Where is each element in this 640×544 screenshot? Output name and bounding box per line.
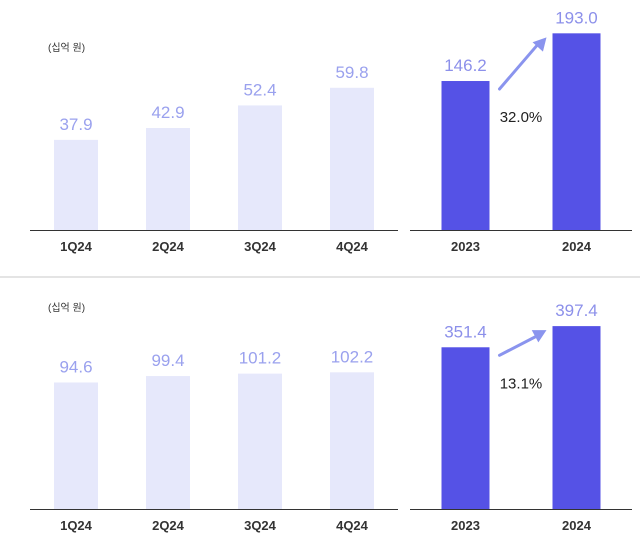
- tick-label-2024: 2024: [562, 518, 592, 533]
- bar-3Q24: [238, 373, 282, 509]
- value-label-2Q24: 42.9: [151, 103, 184, 122]
- bar-2Q24: [146, 376, 190, 509]
- bar-2023: [441, 81, 490, 231]
- chart-1: (십억 원) 37.9 1Q24 42.9 2Q24 52.4 3Q24 59.8 4Q24: [30, 42, 398, 254]
- tick-label-2024: 2024: [562, 239, 592, 254]
- growth-arrow: [498, 332, 542, 357]
- value-label-2023: 146.2: [444, 56, 487, 75]
- tick-label-1Q24: 1Q24: [60, 239, 93, 254]
- tick-label-2Q24: 2Q24: [152, 518, 185, 533]
- tick-label-2023: 2023: [451, 239, 480, 254]
- growth-arrow-head: [531, 330, 547, 343]
- bar-4Q24: [330, 372, 374, 509]
- bar-1Q24: [54, 382, 98, 509]
- tick-label-4Q24: 4Q24: [336, 518, 369, 533]
- value-label-2024: 193.0: [555, 8, 598, 27]
- growth-arrow: [498, 39, 542, 91]
- bar-1Q24: [54, 139, 98, 230]
- tick-label-3Q24: 3Q24: [244, 239, 277, 254]
- value-label-1Q24: 94.6: [59, 357, 92, 376]
- bar-2Q24: [146, 127, 190, 230]
- bar-3Q24: [238, 105, 282, 230]
- tick-label-2Q24: 2Q24: [152, 239, 185, 254]
- tick-label-4Q24: 4Q24: [336, 239, 369, 254]
- chart-3: (십억 원) 94.6 1Q24 99.4 2Q24 101.2 3Q24 102.2 4Q24: [30, 302, 398, 533]
- growth-label: 32.0%: [500, 109, 543, 126]
- value-label-2024: 397.4: [555, 301, 598, 320]
- value-label-4Q24: 102.2: [331, 347, 374, 366]
- tick-label-3Q24: 3Q24: [244, 518, 277, 533]
- bar-2024: [552, 326, 601, 509]
- tick-label-1Q24: 1Q24: [60, 518, 93, 533]
- tick-label-2023: 2023: [451, 518, 480, 533]
- bar-2024: [552, 33, 601, 231]
- value-label-2023: 351.4: [444, 322, 487, 341]
- growth-arrow-head: [532, 37, 547, 52]
- bar-4Q24: [330, 87, 374, 230]
- value-label-1Q24: 37.9: [59, 115, 92, 134]
- unit-label: (십억 원): [48, 302, 85, 314]
- value-label-4Q24: 59.8: [335, 63, 368, 82]
- unit-label: (십억 원): [48, 42, 85, 54]
- value-label-2Q24: 99.4: [151, 351, 184, 370]
- chart-4: 351.4 2023 397.4 2024 13.1%: [410, 301, 632, 533]
- chart-2: 146.2 2023 193.0 2024 32.0%: [410, 8, 632, 254]
- bar-2023: [441, 347, 490, 509]
- value-label-3Q24: 101.2: [239, 349, 282, 368]
- value-label-3Q24: 52.4: [243, 80, 276, 99]
- growth-label: 13.1%: [500, 375, 543, 392]
